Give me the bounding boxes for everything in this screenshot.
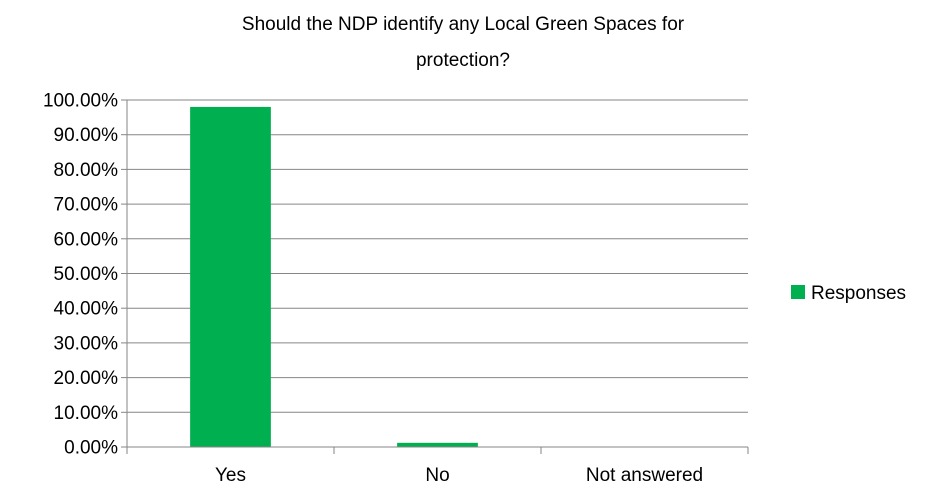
y-tick-label: 90.00% [54,125,119,146]
legend-label: Responses [811,283,906,304]
legend-swatch [791,285,805,299]
x-tick-label: Yes [215,465,246,486]
y-axis-tick-labels: 0.00% 10.00% 20.00% 30.00% 40.00% 50.00% 60.00… [43,91,118,459]
y-tick-label: 50.00% [54,264,119,285]
x-tick-label: No [425,465,449,486]
bar-yes [190,107,271,447]
y-tick-label: 60.00% [54,229,119,250]
y-tick-label: 80.00% [54,160,119,181]
y-tick-label: 40.00% [54,299,119,320]
bar-no [397,443,478,447]
legend: Responses [791,283,906,304]
chart-title: Should the NDP identify any Local Green … [242,14,685,71]
y-tick-label: 30.00% [54,333,119,354]
y-tick-label: 100.00% [43,91,118,112]
x-tick-label: Not answered [586,465,703,486]
y-tick-label: 70.00% [54,195,119,216]
y-tick-label: 20.00% [54,368,119,389]
chart-title-text: Should the NDP identify any Local Green … [242,14,685,71]
y-tick-label: 0.00% [64,438,118,459]
x-axis-tick-labels: Yes No Not answered [215,465,703,486]
bars [190,107,478,447]
y-tick-label: 10.00% [54,403,119,424]
